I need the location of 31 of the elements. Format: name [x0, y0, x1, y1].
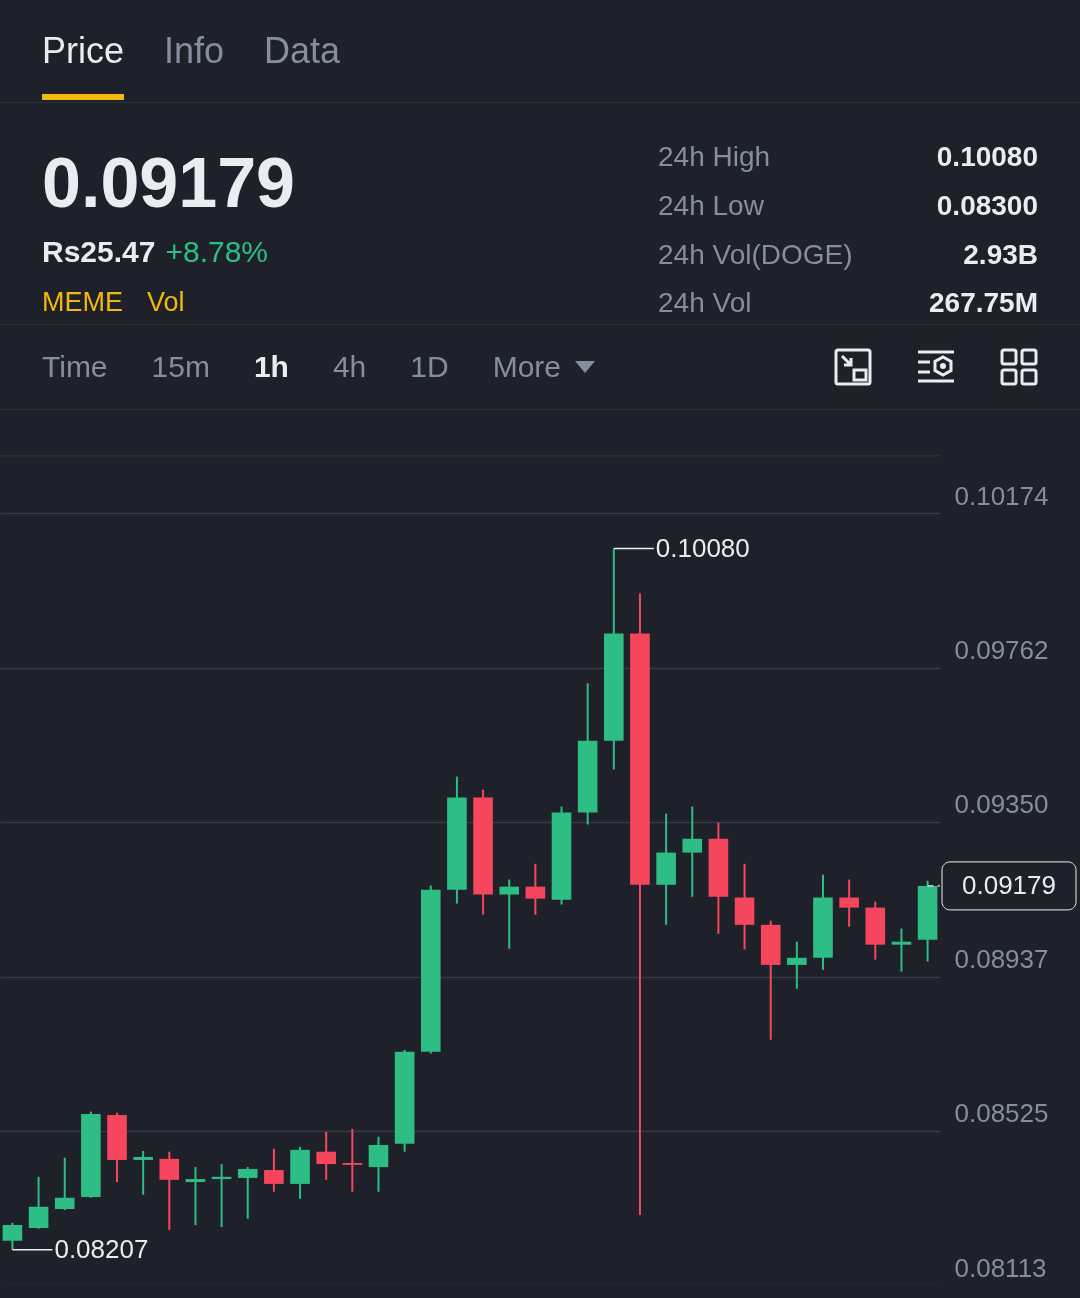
- chart-title: 0.09179: [42, 143, 296, 223]
- y-tick-label: 0.08937: [954, 944, 1049, 975]
- text: Time: [42, 350, 108, 384]
- text: +8.78%: [165, 235, 269, 268]
- text: 0.10080: [935, 141, 1038, 174]
- y-tick-label: 0.08525: [954, 1098, 1049, 1129]
- ref-line-label: 0.09179: [962, 869, 1056, 900]
- text: Data: [264, 30, 341, 73]
- text: 0.08300: [935, 189, 1038, 223]
- text: 1h: [253, 350, 289, 384]
- chart-subtitle: Rs25.47: [42, 235, 156, 268]
- annotation: 0.10080: [655, 532, 750, 563]
- text: 267.75M: [928, 287, 1038, 321]
- text: More: [492, 350, 562, 384]
- y-tick-label: 0.10174: [954, 480, 1049, 511]
- text: 24h Low: [658, 189, 765, 223]
- text: 15m: [151, 350, 210, 384]
- text: 2.93B: [962, 238, 1038, 272]
- text: Vol: [147, 287, 185, 317]
- text: MEME: [42, 287, 123, 317]
- annotation: 0.08207: [54, 1233, 149, 1264]
- text: 24h Vol: [658, 287, 753, 321]
- text: 1D: [410, 350, 449, 384]
- y-tick-label: 0.09762: [954, 635, 1049, 666]
- text: 24h High: [658, 141, 772, 174]
- y-tick-label: 0.09350: [954, 789, 1049, 820]
- text: 24h Vol(DOGE): [658, 238, 854, 272]
- text: Info: [164, 30, 225, 73]
- y-tick-label: 0.08113: [954, 1252, 1047, 1283]
- text: 4h: [332, 350, 367, 384]
- text: Price: [42, 30, 125, 100]
